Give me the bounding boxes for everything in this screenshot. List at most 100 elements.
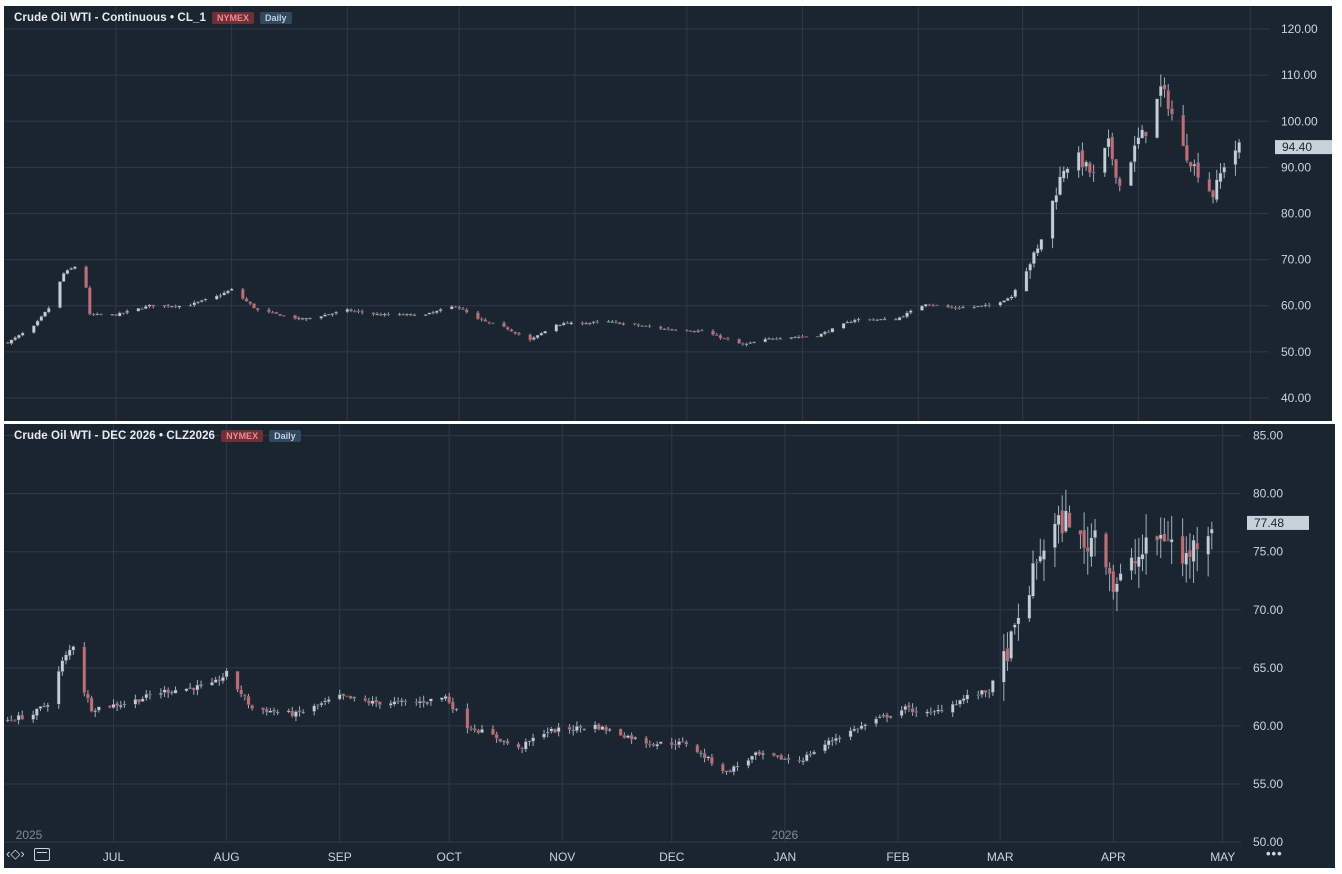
candle-up xyxy=(1024,270,1029,292)
candle-down xyxy=(1211,190,1215,198)
year-tick-label: 2025 xyxy=(16,828,43,842)
candle-up xyxy=(375,313,379,316)
candle-up xyxy=(670,329,674,331)
candle-down xyxy=(191,687,196,691)
candle-down xyxy=(88,287,92,315)
candle-up xyxy=(56,671,61,705)
candle-up xyxy=(1118,573,1123,581)
candle-up xyxy=(319,316,323,319)
candle-up xyxy=(286,710,291,713)
candle-up xyxy=(35,320,40,326)
candle-up xyxy=(877,716,882,719)
candle-up xyxy=(571,729,576,732)
candle-down xyxy=(114,314,118,317)
candles xyxy=(5,74,1241,347)
candle-down xyxy=(1005,648,1010,662)
candle-down xyxy=(774,338,779,340)
candle-up xyxy=(633,737,638,740)
candle-up xyxy=(1039,239,1044,250)
candle-down xyxy=(640,325,644,327)
candle-up xyxy=(170,691,174,694)
candle-down xyxy=(115,703,119,707)
candle-down xyxy=(815,335,820,338)
candle-down xyxy=(282,315,286,317)
candle-up xyxy=(224,670,229,678)
candle-up xyxy=(61,273,66,282)
candle-up xyxy=(162,689,167,693)
candle-up xyxy=(1184,552,1189,565)
price-tick-label: 75.00 xyxy=(1253,545,1283,559)
candle-up xyxy=(16,715,21,721)
candle-up xyxy=(213,679,218,683)
candle-up xyxy=(111,703,116,708)
candle-up xyxy=(1016,617,1021,625)
calendar-icon[interactable] xyxy=(34,848,50,861)
candle-up xyxy=(418,701,422,704)
candle-up xyxy=(133,699,138,705)
candle-up xyxy=(125,310,129,313)
price-tick-label: 40.00 xyxy=(1281,391,1311,405)
candle-down xyxy=(1060,510,1065,534)
interval-badge[interactable]: Daily xyxy=(259,12,292,24)
exchange-badge: NYMEX xyxy=(211,12,254,24)
candle-up xyxy=(961,698,966,701)
candle-up xyxy=(735,765,740,768)
candle-up xyxy=(1050,200,1055,239)
candle-up xyxy=(1233,150,1238,165)
candle-up xyxy=(1053,523,1057,548)
chart-panel-dec2026[interactable]: Crude Oil WTI - DEC 2026 • CLZ2026 NYMEX… xyxy=(4,424,1335,868)
candle-down xyxy=(173,305,178,308)
candle-up xyxy=(607,729,612,731)
candle-up xyxy=(117,312,122,317)
month-tick-label: JAN xyxy=(774,850,797,864)
more-options-icon[interactable]: ••• xyxy=(1266,846,1283,861)
move-arrows-icon[interactable]: ‹◇› xyxy=(6,846,25,861)
candle-up xyxy=(976,305,980,308)
candle-up xyxy=(1222,166,1227,173)
month-tick-label: MAR xyxy=(987,850,1014,864)
price-tick-label: 110.00 xyxy=(1281,68,1317,82)
candle-up xyxy=(593,724,597,730)
candle-up xyxy=(561,322,566,326)
candle-up xyxy=(449,306,454,310)
candle-up xyxy=(296,317,301,319)
candle-up xyxy=(229,288,234,291)
month-tick-label: MAY xyxy=(1210,850,1235,864)
candle-down xyxy=(513,331,518,334)
candle-down xyxy=(89,697,94,712)
candle-down xyxy=(403,700,408,703)
candle-up xyxy=(326,314,331,316)
candle-down xyxy=(651,743,656,746)
interval-badge[interactable]: Daily xyxy=(269,430,301,442)
candle-up xyxy=(1115,583,1119,593)
candle-down xyxy=(401,314,406,316)
candle-down xyxy=(567,726,572,730)
candle-down xyxy=(595,321,600,323)
symbol-title[interactable]: Crude Oil WTI - Continuous • CL_1 xyxy=(14,12,206,24)
candle-up xyxy=(746,760,751,766)
candle-down xyxy=(1088,162,1092,173)
candle-up xyxy=(793,336,797,339)
candle-down xyxy=(929,711,933,714)
month-tick-label: OCT xyxy=(437,850,463,864)
candle-up xyxy=(31,714,35,720)
price-tick-label: 55.00 xyxy=(1253,777,1283,791)
candle-up xyxy=(17,334,21,338)
candle-down xyxy=(1104,533,1108,568)
symbol-legend: Crude Oil WTI - Continuous • CL_1 NYMEX … xyxy=(14,12,292,24)
last-price-label: 77.48 xyxy=(1254,516,1284,530)
candle-down xyxy=(927,304,932,306)
candlestick-chart-continuous[interactable]: 40.00 50.00 60.00 70.00 80.00 90.00 100.00 110.… xyxy=(4,6,1332,421)
candle-up xyxy=(991,680,995,693)
candle-down xyxy=(363,698,368,701)
candle-up xyxy=(173,689,178,694)
candle-down xyxy=(297,710,302,713)
candle-up xyxy=(692,331,697,333)
candle-up xyxy=(122,703,127,706)
chart-panel-continuous[interactable]: Crude Oil WTI - Continuous • CL_1 NYMEX … xyxy=(4,6,1332,421)
candlestick-chart-dec2026[interactable]: 50.00 55.00 60.00 65.00 70.00 75.00 80.00 85.00… xyxy=(4,424,1335,868)
candle-up xyxy=(64,654,68,661)
candle-down xyxy=(491,728,495,735)
candle-up xyxy=(97,706,101,711)
symbol-title[interactable]: Crude Oil WTI - DEC 2026 • CLZ2026 xyxy=(14,430,216,442)
